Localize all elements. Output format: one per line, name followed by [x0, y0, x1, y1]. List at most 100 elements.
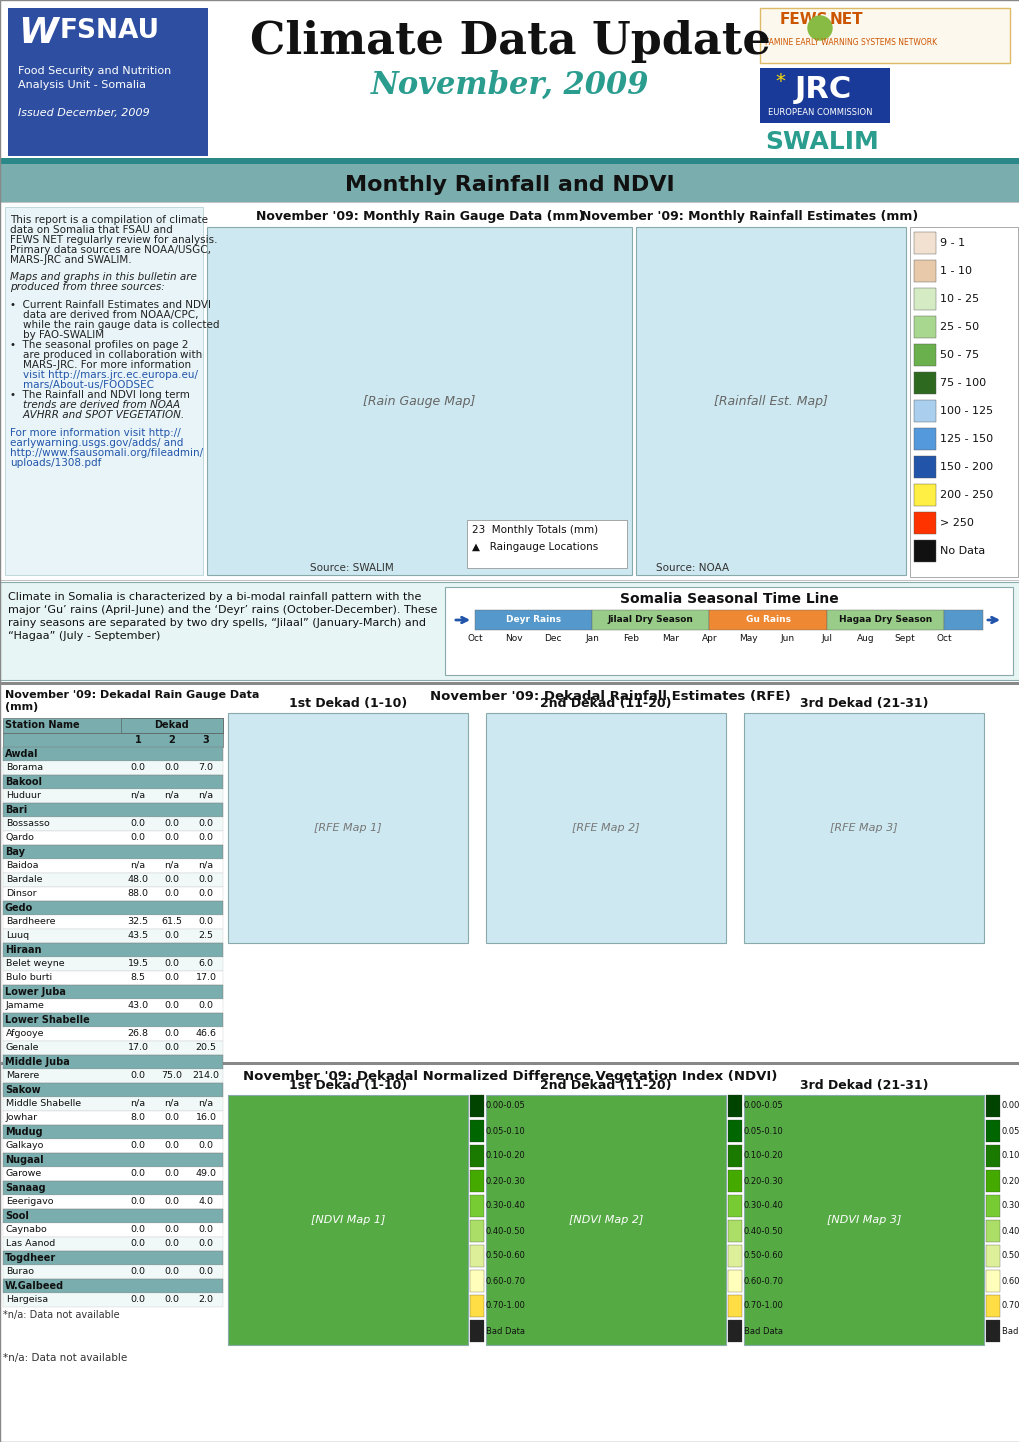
Bar [3, 1181, 223, 1195]
Text: 0.20-0.30: 0.20-0.30 [743, 1177, 784, 1185]
Text: 0.0: 0.0 [199, 1268, 213, 1276]
Text: 8.0: 8.0 [130, 1113, 146, 1122]
Text: Middle Juba: Middle Juba [5, 1057, 69, 1067]
Bar [759, 68, 890, 123]
Text: n/a: n/a [164, 792, 179, 800]
Text: 0.0: 0.0 [164, 890, 179, 898]
Text: Somalia Seasonal Time Line: Somalia Seasonal Time Line [619, 593, 838, 606]
Bar [913, 345, 935, 366]
Text: Belet weyne: Belet weyne [6, 959, 64, 968]
Text: Oct: Oct [935, 634, 951, 643]
Text: 214.0: 214.0 [193, 1071, 219, 1080]
Bar [470, 1145, 484, 1167]
Bar [3, 1012, 223, 1027]
Text: 3rd Dekad (21-31): 3rd Dekad (21-31) [799, 696, 927, 709]
Bar [5, 208, 203, 575]
Bar [3, 1252, 223, 1265]
Text: 0.30-0.40: 0.30-0.40 [1001, 1201, 1019, 1210]
Text: 26.8: 26.8 [127, 1030, 149, 1038]
Text: n/a: n/a [164, 861, 179, 870]
Text: “Hagaa” (July - September): “Hagaa” (July - September) [8, 632, 160, 642]
Text: 0.20-0.30: 0.20-0.30 [485, 1177, 526, 1185]
Bar [121, 718, 223, 733]
Bar [3, 943, 223, 957]
Bar [728, 1270, 741, 1292]
Bar [207, 226, 632, 575]
Text: 0.00-0.05: 0.00-0.05 [1001, 1102, 1019, 1110]
Text: Sool: Sool [5, 1211, 29, 1221]
Text: 100 - 125: 100 - 125 [940, 407, 993, 415]
Text: Source: NOAA: Source: NOAA [655, 562, 729, 572]
Text: Dekad: Dekad [155, 720, 190, 730]
Text: MARS-JRC and SWALIM.: MARS-JRC and SWALIM. [10, 255, 131, 265]
Text: Garowe: Garowe [6, 1169, 42, 1178]
Text: Baidoa: Baidoa [6, 861, 39, 870]
Text: Bulo burti: Bulo burti [6, 973, 52, 982]
Bar [3, 1154, 223, 1167]
Text: EUROPEAN COMMISSION: EUROPEAN COMMISSION [767, 108, 871, 117]
Bar [913, 372, 935, 394]
Bar [3, 789, 223, 803]
Text: Feb: Feb [623, 634, 639, 643]
Bar [985, 1319, 999, 1343]
Text: Sakow: Sakow [5, 1084, 41, 1094]
Text: 0.0: 0.0 [130, 1226, 146, 1234]
Bar [985, 1169, 999, 1193]
Bar [3, 916, 223, 929]
Text: Jamame: Jamame [6, 1001, 45, 1009]
Text: 0.0: 0.0 [199, 890, 213, 898]
Text: 0.70-1.00: 0.70-1.00 [485, 1302, 526, 1311]
Text: n/a: n/a [199, 861, 213, 870]
Bar [3, 845, 223, 859]
Text: 9 - 1: 9 - 1 [940, 238, 964, 248]
Bar [3, 761, 223, 774]
Text: Sept: Sept [894, 634, 914, 643]
Text: Primary data sources are NOAA/USGC,: Primary data sources are NOAA/USGC, [10, 245, 211, 255]
Text: Togdheer: Togdheer [5, 1253, 56, 1263]
Bar [728, 1244, 741, 1268]
Text: 17.0: 17.0 [196, 973, 216, 982]
Text: 0.40-0.50: 0.40-0.50 [485, 1227, 525, 1236]
Bar [470, 1295, 484, 1317]
Text: •  The Rainfall and NDVI long term: • The Rainfall and NDVI long term [10, 389, 190, 399]
Text: Sanaag: Sanaag [5, 1182, 46, 1193]
Text: Gu Rains: Gu Rains [745, 616, 790, 624]
Text: November '09: Dekadal Rain Gauge Data: November '09: Dekadal Rain Gauge Data [5, 691, 259, 699]
Text: 0.0: 0.0 [199, 1226, 213, 1234]
Text: 25 - 50: 25 - 50 [940, 322, 978, 332]
Bar [3, 774, 223, 789]
Bar [728, 1169, 741, 1193]
Bar [3, 1279, 223, 1293]
Text: Lower Juba: Lower Juba [5, 986, 66, 996]
Bar [3, 831, 223, 845]
Text: W.Galbeed: W.Galbeed [5, 1280, 64, 1291]
Bar [3, 1139, 223, 1154]
Text: MARS-JRC. For more information: MARS-JRC. For more information [10, 360, 191, 371]
Bar [475, 610, 592, 630]
Text: 0.00-0.05: 0.00-0.05 [743, 1102, 783, 1110]
Text: 0.0: 0.0 [130, 1197, 146, 1206]
Text: FAMINE EARLY WARNING SYSTEMS NETWORK: FAMINE EARLY WARNING SYSTEMS NETWORK [764, 37, 936, 48]
Text: [NDVI Map 2]: [NDVI Map 2] [569, 1216, 643, 1226]
Text: 6.0: 6.0 [199, 959, 213, 968]
Bar [3, 1097, 223, 1110]
Bar [728, 1195, 741, 1217]
Text: 150 - 200: 150 - 200 [940, 461, 993, 472]
Text: Burao: Burao [6, 1268, 34, 1276]
Text: mars/About-us/FOODSEC: mars/About-us/FOODSEC [10, 381, 154, 389]
Text: Bay: Bay [5, 846, 25, 857]
Text: 0.0: 0.0 [164, 973, 179, 982]
Bar [3, 985, 223, 999]
Text: 0.10-0.20: 0.10-0.20 [1001, 1152, 1019, 1161]
Bar [3, 1237, 223, 1252]
Text: 0.0: 0.0 [164, 1141, 179, 1151]
Text: earlywarning.usgs.gov/adds/ and: earlywarning.usgs.gov/adds/ and [10, 437, 183, 447]
Bar [728, 1319, 741, 1343]
Text: 0.0: 0.0 [164, 1239, 179, 1247]
Text: Bardale: Bardale [6, 875, 43, 884]
Text: 48.0: 48.0 [127, 875, 149, 884]
Text: 0.20-0.30: 0.20-0.30 [1001, 1177, 1019, 1185]
Text: 0.0: 0.0 [164, 1295, 179, 1304]
Text: Borama: Borama [6, 763, 43, 771]
Text: This report is a compilation of climate: This report is a compilation of climate [10, 215, 208, 225]
